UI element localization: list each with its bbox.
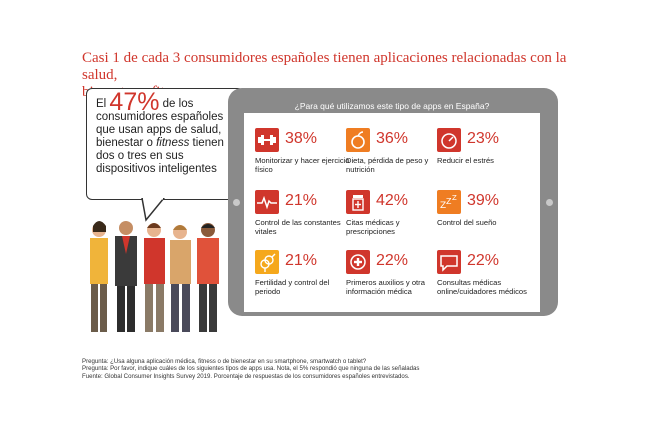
stat-item: 21% Control de las constantes vitales: [255, 190, 347, 242]
stat-item: 22% Consultas médicas online/cuidadores m…: [437, 250, 529, 302]
stat-label: Control del sueño: [437, 218, 497, 227]
bubble-tail: [141, 198, 165, 222]
footnote-question-2: Pregunta: Por favor, indique cuáles de l…: [82, 365, 420, 373]
bubble-text: El 47% de los consumidores españoles que…: [96, 90, 236, 176]
stat-label: Reducir el estrés: [437, 156, 494, 165]
speech-bubble: [86, 88, 244, 200]
stat-item: 42% Citas médicas y prescripciones: [346, 190, 438, 242]
stat-percentage: 23%: [467, 130, 500, 147]
tablet-header: ¿Para qué utilizamos este tipo de apps e…: [244, 99, 540, 113]
tablet-home-button-icon: [546, 199, 553, 206]
stat-item: 36% Dieta, pérdida de peso y nutrición: [346, 128, 438, 180]
stat-item: 22% Primeros auxilios y otra información …: [346, 250, 438, 302]
stat-label: Monitorizar y hacer ejercicio físico: [255, 156, 350, 174]
bubble-pre: El: [96, 98, 110, 110]
stat-label: Primeros auxilios y otra información méd…: [346, 278, 425, 296]
svg-text:Z: Z: [446, 197, 452, 206]
bubble-text-b: tienen dos o tres en sus dispositivos in…: [96, 137, 224, 175]
pill-bottle-icon: [346, 190, 370, 214]
first-aid-icon: [346, 250, 370, 274]
bubble-text-a: de los consumidores españoles que usan a…: [96, 98, 224, 149]
stat-percentage: 38%: [285, 130, 318, 147]
tablet-screen: [244, 99, 540, 312]
gender-symbols-icon: [255, 250, 279, 274]
footnotes: Pregunta: ¿Usa alguna aplicación médica,…: [82, 358, 602, 380]
gauge-icon: [437, 128, 461, 152]
apple-icon: [346, 128, 370, 152]
dumbbell-icon: [255, 128, 279, 152]
stat-label: Consultas médicas online/cuidadores médi…: [437, 278, 527, 296]
chat-bubble-icon: [437, 250, 461, 274]
stat-label: Control de las constantes vitales: [255, 218, 341, 236]
title-line-1: Casi 1 de cada 3 consumidores españoles …: [82, 50, 567, 83]
svg-text:Z: Z: [452, 194, 457, 202]
heartbeat-icon: [255, 190, 279, 214]
stat-item: 23% Reducir el estrés: [437, 128, 529, 180]
footnote-question-1: Pregunta: ¿Usa alguna aplicación médica,…: [82, 358, 367, 365]
tablet-camera-icon: [233, 199, 240, 206]
stat-percentage: 22%: [376, 252, 409, 269]
stat-percentage: 21%: [285, 252, 318, 269]
stat-percentage: 42%: [376, 192, 409, 209]
stat-percentage: 22%: [467, 252, 500, 269]
stat-item: 21% Fertilidad y control del periodo: [255, 250, 347, 302]
stat-percentage: 36%: [376, 130, 409, 147]
stat-label: Dieta, pérdida de peso y nutrición: [346, 156, 429, 174]
stat-item: Z Z Z 39% Control del sueño: [437, 190, 529, 242]
stat-percentage: 39%: [467, 192, 500, 209]
stat-item: 38% Monitorizar y hacer ejercicio físico: [255, 128, 350, 180]
bubble-italic: fitness: [156, 137, 190, 149]
svg-text:Z: Z: [440, 201, 446, 211]
stat-label: Fertilidad y control del periodo: [255, 278, 330, 296]
people-illustration-icon: [90, 221, 219, 332]
footnote-source: Fuente: Global Consumer Insights Survey …: [82, 372, 410, 380]
stat-percentage: 21%: [285, 192, 318, 209]
stat-label: Citas médicas y prescripciones: [346, 218, 400, 236]
